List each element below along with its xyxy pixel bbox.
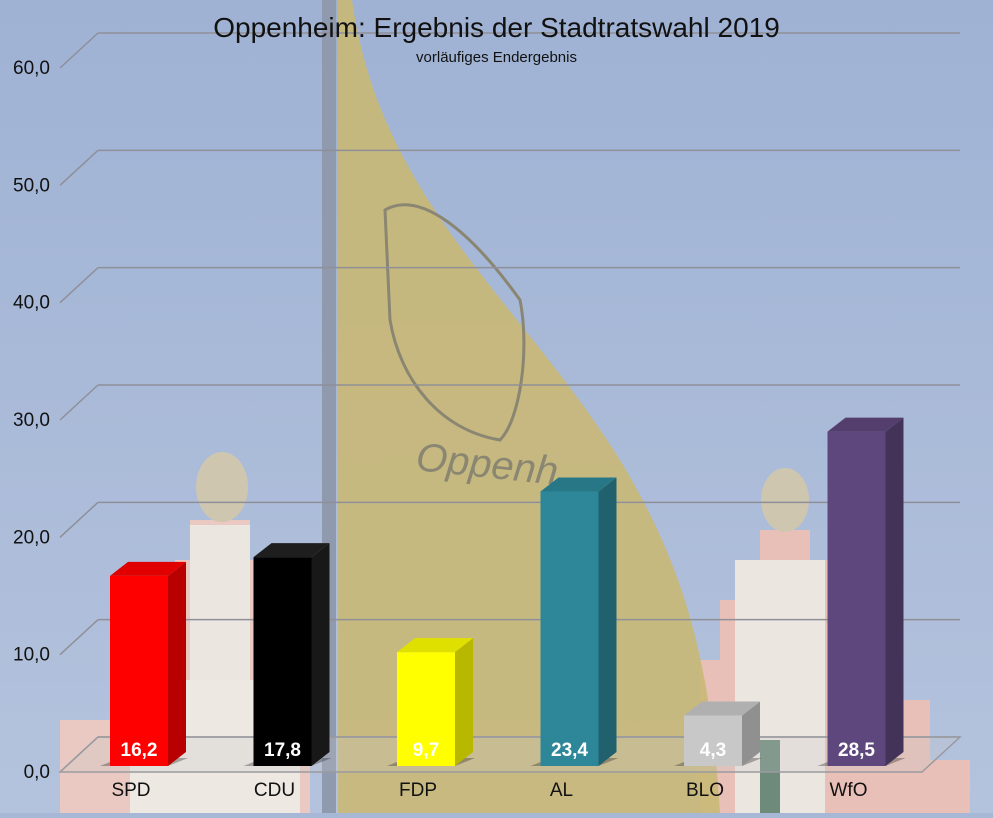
bar-top xyxy=(110,561,186,576)
chart-title: Oppenheim: Ergebnis der Stadtratswahl 20… xyxy=(213,12,780,43)
y-axis: 0,0 10,0 20,0 30,0 40,0 50,0 60,0 xyxy=(13,58,50,783)
x-tick-label: SPD xyxy=(111,780,150,801)
value-label: 17,8 xyxy=(264,740,301,761)
bar-top xyxy=(253,543,330,558)
flag-image: Oppenh xyxy=(338,0,720,813)
gridline-depth xyxy=(59,384,99,421)
gridline-depth xyxy=(59,619,99,656)
value-label: 28,5 xyxy=(838,740,875,761)
bar-top xyxy=(684,701,760,716)
bar-front xyxy=(253,557,312,766)
bar-front xyxy=(397,652,455,766)
bar-top xyxy=(397,638,473,653)
bar-front xyxy=(684,715,742,766)
y-tick-label: 30,0 xyxy=(13,410,50,431)
value-label: 16,2 xyxy=(121,740,158,761)
gridline-depth xyxy=(59,501,99,538)
bar-wfo xyxy=(817,417,906,766)
gridline-depth xyxy=(59,267,99,304)
x-axis: SPD CDU FDP AL BLO WfO xyxy=(111,780,867,801)
x-tick-label: FDP xyxy=(399,780,437,801)
bar-side xyxy=(598,477,617,766)
value-label: 9,7 xyxy=(413,740,439,761)
gridline-depth xyxy=(59,32,99,69)
bars xyxy=(100,417,906,766)
y-tick-label: 0,0 xyxy=(24,762,50,783)
y-tick-label: 10,0 xyxy=(13,645,50,666)
x-tick-label: BLO xyxy=(686,780,724,801)
x-tick-label: WfO xyxy=(830,780,868,801)
bar-al xyxy=(530,477,619,766)
y-tick-label: 60,0 xyxy=(13,58,50,79)
y-tick-label: 20,0 xyxy=(13,527,50,548)
x-tick-label: AL xyxy=(550,780,573,801)
grid-layer xyxy=(59,32,960,773)
value-labels: 16,2 17,8 9,7 23,4 4,3 28,5 xyxy=(121,740,876,761)
x-tick-label: CDU xyxy=(254,780,295,801)
bar-cdu xyxy=(243,543,332,766)
value-label: 23,4 xyxy=(551,740,588,761)
bar-top xyxy=(827,417,904,432)
bar-fdp xyxy=(387,638,475,766)
bar-side xyxy=(168,561,186,766)
gridline-depth xyxy=(59,149,99,186)
bar-side xyxy=(311,543,330,766)
bar-spd xyxy=(100,561,188,766)
bar-side xyxy=(742,701,760,766)
y-tick-label: 40,0 xyxy=(13,293,50,314)
bar-side xyxy=(455,638,473,766)
bar-side xyxy=(885,417,904,766)
floor-plane xyxy=(58,736,962,773)
bar-blo xyxy=(674,701,762,766)
bar-front xyxy=(110,575,168,766)
chart-subtitle: vorläufiges Endergebnis xyxy=(416,49,577,66)
chart-floor xyxy=(58,736,962,773)
bar-front xyxy=(540,491,599,766)
value-label: 4,3 xyxy=(700,740,726,761)
bar-front xyxy=(827,431,886,766)
y-tick-label: 50,0 xyxy=(13,175,50,196)
bar-top xyxy=(540,477,617,492)
